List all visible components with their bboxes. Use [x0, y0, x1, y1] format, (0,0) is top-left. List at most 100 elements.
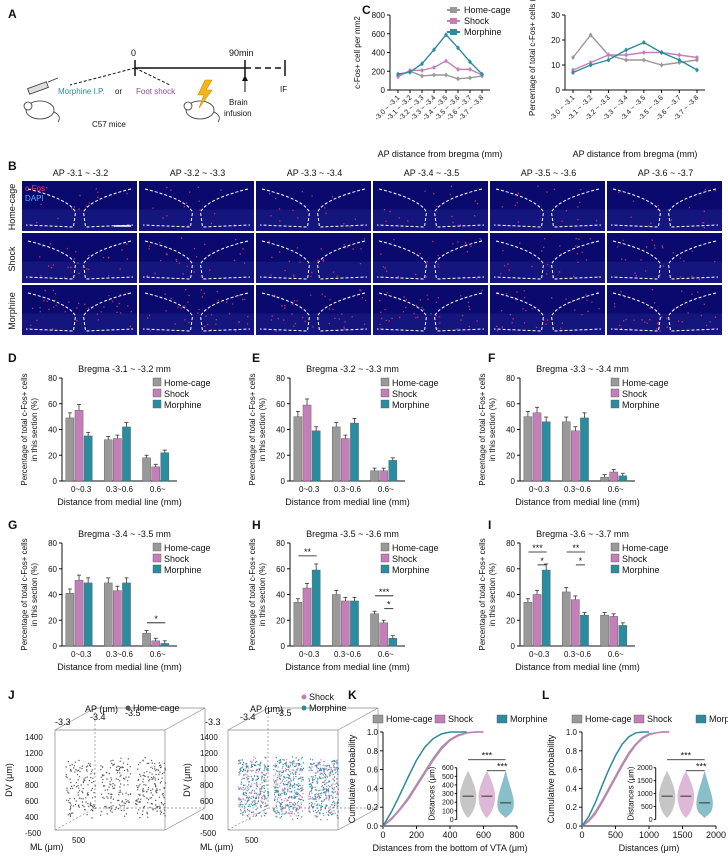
x-tick-label: 0~0.3	[299, 650, 320, 659]
time-90: 90min	[229, 48, 254, 58]
infusion-label: infusion	[224, 109, 252, 118]
panel-letter-i: I	[488, 518, 491, 532]
x-tick-label: 0	[579, 830, 584, 840]
legend-swatch	[610, 399, 620, 409]
inset-y-tick-label: 500	[442, 774, 454, 781]
micrograph	[256, 181, 371, 231]
legend-label: Shock	[392, 389, 418, 399]
ap-axis-label: AP (μm)	[250, 704, 283, 714]
y-tick-label: 0	[281, 477, 286, 486]
x-tick-label: 0.6~	[378, 485, 394, 494]
vta-outline	[142, 188, 251, 228]
legend-swatch	[610, 564, 620, 574]
y-tick-label: 60	[276, 565, 285, 574]
inset-y-tick-label: 0	[450, 817, 454, 824]
box-edge	[337, 807, 379, 831]
dv-tick-label: 1200	[200, 749, 218, 758]
y-axis-label-line: Percentage of total c-Fos+ cells	[20, 373, 29, 485]
significance-label: **	[304, 547, 312, 557]
legend-swatch	[380, 377, 390, 387]
c57-mice-label: C57 mice	[92, 120, 126, 129]
tissue-region	[256, 313, 371, 335]
panel-letter-b: B	[8, 159, 17, 173]
x-tick-label: 0~0.3	[529, 650, 550, 659]
x-tick-label: 0.6~	[378, 650, 394, 659]
panel-letter-k: K	[348, 688, 357, 702]
x-axis-label: Distance from medial line (mm)	[57, 497, 182, 507]
micrograph	[256, 233, 371, 283]
violin-shape	[677, 770, 695, 818]
panel-k-chart: 0.0 0.2 0.4 0.6 0.8 1.0 0 200 400 600 800 Distances…	[347, 714, 548, 853]
y-axis-label-line: in this section (%)	[488, 398, 497, 461]
chart-title: Bregma -3.1 ~ -3.2 mm	[78, 364, 171, 374]
legend-swatch	[610, 542, 620, 552]
significance-label: ***	[532, 543, 543, 553]
vta-outline	[259, 292, 368, 332]
y-tick-label: 1.0	[367, 728, 379, 737]
box-edge	[54, 807, 96, 831]
y-axis-label: Percentage of total c-Fos+ cellsin this …	[20, 373, 39, 485]
micrograph	[490, 181, 605, 231]
ap-tick-label: -3.5	[125, 708, 141, 718]
x-tick-label: 0.3~0.6	[334, 485, 361, 494]
cdf-line-morphine	[581, 731, 649, 827]
dv-tick-label: -500	[200, 829, 217, 838]
bar-home-cage	[331, 594, 341, 647]
x-axis-label: Distance from medial line (mm)	[285, 662, 410, 672]
data-point	[642, 58, 646, 62]
legend-dot-home	[125, 705, 131, 711]
chart-title: Bregma -3.3 ~ -3.4 mm	[536, 364, 629, 374]
micrograph	[22, 233, 137, 283]
legend-label: Morphine	[164, 565, 202, 575]
legend-dot-shock	[301, 694, 307, 700]
box-edge	[227, 807, 269, 831]
tissue-region	[139, 313, 254, 335]
inset-y-tick-label: 1000	[637, 791, 653, 798]
legend-label: Morphine	[164, 400, 202, 410]
legend-label: Home-cage	[464, 5, 511, 15]
legend-swatch	[152, 388, 162, 398]
data-point	[659, 63, 664, 67]
legend-swatch	[610, 388, 620, 398]
foot-shock-label: Foot shock	[136, 87, 176, 96]
data-point	[695, 58, 699, 62]
data-point	[420, 62, 424, 66]
legend-label: Home-cage	[164, 543, 211, 553]
legend-swatch	[152, 377, 162, 387]
section-label: AP -3.5 ~ -3.6	[521, 168, 577, 178]
bar-morphine	[350, 600, 359, 647]
dv-tick-label: 1200	[25, 749, 43, 758]
legend-swatch	[152, 553, 162, 563]
legend-swatch	[380, 388, 390, 398]
x-tick-label: 0.3~0.6	[564, 650, 591, 659]
y-tick-label: 20	[48, 616, 57, 625]
dv-axis-label: DV (μm)	[182, 763, 192, 797]
x-axis-label: Distances from the bottom of VTA (μm)	[372, 843, 527, 853]
series-line-home-cage	[397, 70, 483, 80]
tissue-region	[607, 313, 722, 335]
data-point	[571, 68, 575, 72]
y-axis-label-line: in this section (%)	[488, 563, 497, 626]
data-point	[432, 73, 436, 77]
dv-tick-label: 400	[200, 813, 214, 822]
vta-outline	[610, 240, 719, 280]
micrograph	[490, 285, 605, 335]
row-label: Morphine	[7, 292, 17, 330]
legend-swatch	[152, 399, 162, 409]
bar-shock	[151, 466, 160, 482]
y-tick-label: 20	[506, 451, 515, 460]
tissue-region	[373, 209, 488, 231]
bar-morphine	[618, 625, 628, 647]
inset-y-tick-label: 200	[442, 800, 454, 807]
legend-swatch	[380, 399, 390, 409]
data-point	[420, 68, 424, 72]
y-tick-label: 80	[506, 539, 515, 548]
x-axis-label: AP distance from bregma (mm)	[573, 149, 698, 159]
bar-home-cage	[370, 470, 379, 482]
bar-shock	[74, 580, 84, 647]
tissue-region	[256, 261, 371, 283]
legend-label: Morphine	[464, 27, 502, 37]
bar-shock	[532, 594, 542, 647]
